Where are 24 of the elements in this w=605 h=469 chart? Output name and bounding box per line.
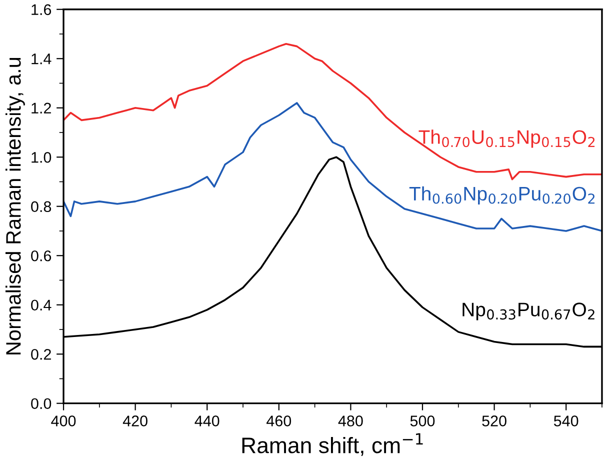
x-tick-label: 520 — [482, 416, 506, 426]
y-tick-label: 1.0 — [32, 152, 52, 163]
y-axis-title: Normalised Raman intensity, a.u — [6, 58, 25, 354]
y-tick-label: 1.2 — [32, 102, 51, 114]
series-label: Np$_{0.33}$Pu$_{0.67}$O$_{2}$ — [462, 302, 594, 320]
x-tick-label: 420 — [122, 416, 148, 426]
line-series — [64, 102, 602, 232]
y-tick-label: 0.6 — [31, 250, 52, 262]
y-tick-label: 1.6 — [32, 4, 52, 16]
y-tick-label: 0.2 — [31, 348, 51, 360]
series-label: Th$_{0.60}$Np$_{0.20}$Pu$_{0.20}$O$_{2}$ — [409, 186, 594, 204]
x-axis-title: Raman shift, cm$^{−1}$ — [242, 433, 423, 456]
y-tick-label: 0.0 — [31, 398, 52, 410]
y-tick-label: 1.4 — [32, 54, 52, 64]
y-tick-label: 0.8 — [31, 201, 52, 212]
x-tick-label: 400 — [51, 416, 76, 426]
x-tick-label: 440 — [194, 416, 220, 426]
x-tick-label: 500 — [410, 416, 435, 426]
x-tick-label: 540 — [554, 416, 578, 426]
x-tick-label: 480 — [338, 416, 363, 426]
series-label: Th$_{0.70}$U$_{0.15}$Np$_{0.15}$O$_{2}$ — [418, 130, 595, 148]
y-tick-label: 0.4 — [31, 300, 52, 311]
x-tick-label: 460 — [266, 416, 292, 426]
line-series — [64, 42, 602, 180]
